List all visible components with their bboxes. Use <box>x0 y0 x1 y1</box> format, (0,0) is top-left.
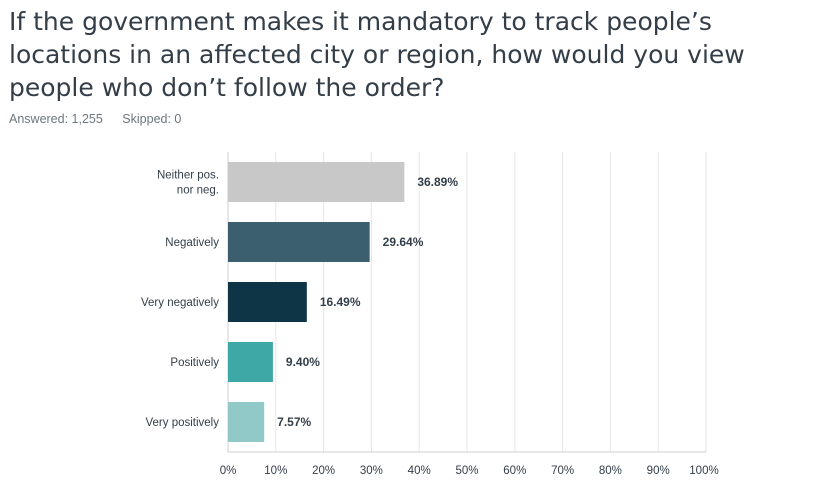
response-stats: Answered: 1,255 Skipped: 0 <box>9 112 197 126</box>
x-tick-label: 40% <box>408 465 431 477</box>
data-label: 16.49% <box>320 295 361 309</box>
data-label: 36.89% <box>417 175 458 189</box>
x-tick-label: 60% <box>503 465 526 477</box>
answered-count: Answered: 1,255 <box>9 112 103 126</box>
question-title: If the government makes it mandatory to … <box>9 7 745 102</box>
x-tick-label: 0% <box>220 465 237 477</box>
bar <box>228 282 307 322</box>
data-label: 7.57% <box>277 415 311 429</box>
category-label: Very negatively <box>141 297 219 309</box>
category-label: Positively <box>170 357 219 369</box>
data-label: 9.40% <box>286 355 320 369</box>
x-tick-label: 50% <box>455 465 478 477</box>
data-label: 29.64% <box>383 235 424 249</box>
x-tick-label: 90% <box>647 465 670 477</box>
x-tick-label: 10% <box>264 465 287 477</box>
bar <box>228 222 370 262</box>
bar <box>228 342 273 382</box>
category-label: Very positively <box>145 417 219 429</box>
x-tick-label: 80% <box>599 465 622 477</box>
bar <box>228 402 265 442</box>
x-tick-label: 70% <box>551 465 574 477</box>
skipped-count: Skipped: 0 <box>122 112 182 126</box>
x-tick-label: 20% <box>312 465 335 477</box>
x-tick-label: 30% <box>360 465 383 477</box>
category-label: Negatively <box>165 237 219 249</box>
x-tick-label: 100% <box>689 465 718 477</box>
bar <box>228 162 405 202</box>
category-label: Neither pos. nor neg. <box>157 170 219 197</box>
